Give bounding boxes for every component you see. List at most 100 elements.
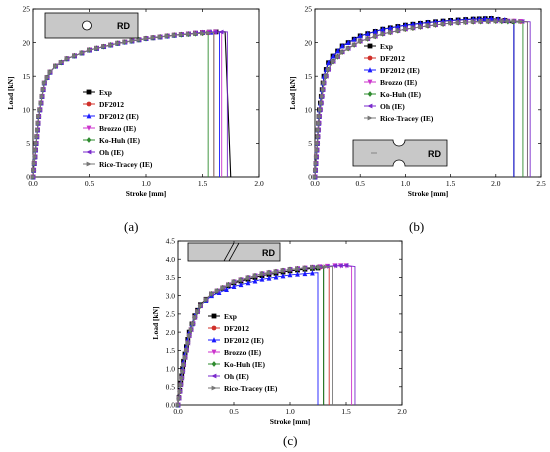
data-point (177, 389, 183, 395)
data-point (365, 30, 371, 37)
x-axis-label: Stroke [mm] (408, 189, 448, 198)
data-point (205, 30, 212, 36)
data-point (186, 333, 193, 339)
data-point (108, 42, 114, 48)
data-point (319, 93, 326, 99)
x-tick-label: 1.5 (198, 179, 208, 188)
legend-label: Ko-Huh (IE) (380, 90, 422, 99)
data-point (315, 141, 321, 146)
data-point (44, 75, 51, 80)
legend-marker (86, 113, 92, 119)
data-point (175, 402, 181, 408)
legend-marker (86, 101, 92, 107)
data-point (266, 275, 272, 281)
data-point (209, 291, 215, 297)
data-point (357, 32, 363, 39)
legend-marker (367, 55, 373, 61)
series-exp (30, 29, 232, 180)
y-tick-label: 4.0 (166, 255, 176, 264)
data-point (313, 167, 319, 173)
y-tick-label: 1.0 (166, 364, 176, 373)
data-point (179, 375, 185, 381)
legend-marker (211, 325, 217, 331)
data-point (499, 18, 505, 24)
data-point (231, 283, 237, 289)
data-point (440, 21, 446, 27)
data-point (410, 21, 416, 27)
legend-label: Rice-Tracey (IE) (99, 160, 153, 169)
data-point (470, 19, 477, 25)
x-tick-label: 0.0 (28, 179, 38, 188)
data-point (425, 23, 431, 29)
data-point (31, 161, 38, 166)
data-point (185, 340, 191, 346)
data-point (226, 282, 232, 288)
legend-label: DF2012 (99, 100, 124, 109)
chart-panel-a: 0.0 0.5 1.0 1.5 2.0 0 5 10 15 20 25 Stroke [mm] Load… (6, 5, 264, 198)
data-point (351, 36, 357, 42)
legend-label: Exp (380, 42, 393, 51)
plot-frame (314, 8, 542, 178)
y-tick-label: 3.5 (166, 273, 176, 282)
series-rice-tracey-ie- (175, 264, 334, 408)
data-point (380, 26, 386, 32)
data-point (330, 53, 336, 59)
series-df2012-ie- (30, 29, 220, 180)
x-tick-label: 2.0 (397, 407, 407, 416)
series-brozzo-ie- (30, 29, 223, 180)
data-point (323, 264, 329, 270)
legend-marker (367, 43, 373, 49)
specimen-direction-label: RD (428, 149, 441, 159)
data-point (273, 274, 279, 280)
data-point (295, 266, 301, 272)
data-point (238, 281, 244, 288)
data-point (418, 24, 424, 30)
data-point (33, 141, 40, 146)
data-point (403, 26, 409, 32)
specimen-plate (352, 139, 448, 167)
data-point (302, 270, 308, 277)
x-axis-label: Stroke [mm] (270, 417, 310, 426)
legend-marker (211, 361, 217, 367)
legend-label: Exp (99, 88, 112, 97)
data-point (339, 49, 346, 55)
panel-caption-c: (c) (283, 433, 298, 448)
series-line (32, 31, 228, 178)
data-point (295, 271, 300, 277)
chart-panel-c: 0.0 0.5 1.0 1.5 2.0 0.0 0.5 1.0 1.5 2.0 2.5 3.0 3.5 4… (151, 237, 407, 426)
data-point (259, 271, 265, 277)
data-point (178, 32, 185, 38)
data-point (351, 42, 358, 48)
y-tick-label: 10 (305, 106, 313, 115)
data-point (185, 336, 191, 342)
data-point (316, 264, 323, 270)
legend-marker (367, 67, 373, 73)
legend-label: Brozzo (IE) (224, 348, 262, 357)
data-point (220, 285, 226, 291)
data-point (38, 100, 44, 106)
data-point (335, 54, 341, 60)
data-point (331, 263, 338, 269)
legend-label: DF2012 (380, 54, 405, 63)
legend-label: Brozzo (IE) (99, 124, 137, 133)
data-point (214, 288, 221, 294)
y-tick-label: 4.5 (166, 237, 176, 246)
data-point (252, 273, 258, 279)
specimen-hole-icon (82, 20, 92, 31)
data-point (94, 45, 100, 51)
legend-marker (211, 313, 217, 319)
legend-label: Brozzo (IE) (380, 78, 418, 87)
data-point (448, 20, 454, 26)
data-point (485, 18, 492, 24)
data-point (192, 315, 198, 320)
legend-label: DF2012 (IE) (380, 66, 420, 75)
data-point (143, 36, 149, 41)
data-point (433, 22, 439, 28)
legend-marker (86, 149, 92, 155)
data-point (312, 174, 318, 180)
data-point (203, 297, 209, 303)
data-point (164, 33, 171, 39)
x-tick-label: 1.0 (141, 179, 151, 188)
y-tick-label: 15 (23, 72, 31, 81)
legend-label: DF2012 (224, 324, 249, 333)
